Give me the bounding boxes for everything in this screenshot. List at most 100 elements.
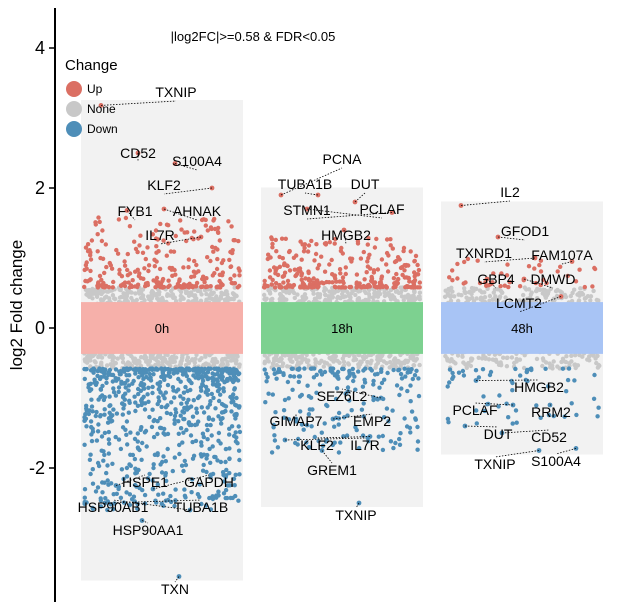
point-down: [391, 367, 396, 373]
point-down: [89, 404, 95, 409]
point-none: [180, 353, 185, 358]
point-up: [370, 279, 375, 284]
band-48h: [441, 302, 603, 354]
point-down: [203, 371, 208, 376]
point-up: [417, 285, 422, 290]
point-down: [231, 392, 236, 397]
gene-label-hsp90ab1: HSP90AB1: [78, 499, 149, 515]
point-down: [221, 403, 227, 408]
point-down: [111, 492, 116, 497]
point-down: [151, 434, 157, 440]
point-none: [498, 362, 504, 367]
point-none: [411, 297, 416, 303]
point-down: [403, 374, 408, 379]
point-none: [192, 360, 197, 365]
point-down: [480, 367, 486, 372]
point-down: [140, 487, 145, 493]
point-down: [158, 416, 163, 421]
point-down: [133, 400, 138, 405]
point-up: [340, 275, 346, 280]
point-down: [151, 462, 156, 467]
gene-label-klf2: KLF2: [300, 437, 334, 453]
point-up: [127, 224, 133, 229]
point-down: [218, 459, 224, 465]
point-none: [456, 292, 461, 297]
point-down: [263, 371, 269, 376]
point-up: [272, 285, 278, 290]
point-up: [341, 280, 346, 286]
point-down: [208, 399, 213, 404]
point-down: [201, 462, 206, 468]
point-down: [181, 430, 186, 435]
point-up: [394, 258, 399, 264]
point-down: [127, 492, 133, 497]
point-down: [208, 473, 213, 478]
point-none: [262, 292, 267, 298]
point-down: [202, 366, 207, 372]
point-up: [93, 220, 98, 225]
point-down: [534, 403, 539, 408]
point-up: [465, 256, 471, 262]
point-down: [382, 377, 387, 382]
point-down: [224, 467, 229, 473]
point-down: [157, 384, 162, 389]
point-up: [491, 271, 496, 276]
point-up: [450, 278, 455, 283]
point-none: [224, 292, 230, 298]
point-none: [414, 356, 419, 362]
point-none: [186, 361, 191, 366]
point-up: [329, 257, 334, 263]
point-down: [263, 400, 268, 405]
band-label-18h: 18h: [331, 321, 353, 336]
band-18h: [261, 302, 423, 354]
point-none: [364, 354, 369, 359]
gene-label-tuba1b: TUBA1B: [278, 176, 332, 192]
gene-label-s100a4: S100A4: [531, 453, 581, 469]
point-up: [194, 262, 199, 268]
point-down: [595, 414, 600, 419]
point-up: [277, 264, 283, 269]
point-up: [415, 262, 420, 268]
point-none: [355, 298, 360, 304]
point-down: [107, 394, 112, 399]
point-none: [280, 294, 285, 300]
point-down: [377, 385, 382, 390]
point-down: [86, 411, 92, 417]
point-none: [157, 289, 162, 295]
gene-leader-line: [354, 192, 366, 203]
point-none: [329, 357, 334, 362]
point-down: [135, 431, 140, 436]
point-none: [282, 353, 288, 358]
point-down: [126, 388, 131, 393]
point-down: [101, 458, 106, 463]
point-down: [231, 399, 236, 404]
point-none: [169, 354, 175, 360]
point-none: [142, 353, 148, 358]
point-none: [393, 362, 398, 367]
point-none: [356, 362, 361, 367]
point-down: [97, 376, 103, 382]
legend: Change Up None Down: [65, 57, 118, 137]
point-down: [450, 370, 455, 376]
point-up: [316, 262, 322, 268]
point-up: [502, 283, 507, 288]
point-down: [269, 450, 275, 455]
point-down: [82, 487, 88, 492]
point-down: [150, 407, 155, 412]
point-none: [345, 289, 350, 295]
point-none: [317, 295, 322, 300]
point-none: [198, 298, 204, 303]
point-down: [223, 495, 228, 501]
point-down: [176, 431, 181, 436]
point-down: [510, 388, 515, 393]
point-down: [543, 366, 548, 371]
point-up: [544, 280, 549, 286]
gene-label-grem1: GREM1: [307, 462, 357, 478]
point-down: [305, 383, 310, 388]
point-up: [205, 255, 210, 260]
point-down: [121, 406, 126, 411]
point-up: [178, 218, 183, 223]
point-none: [362, 288, 367, 294]
point-none: [98, 362, 104, 367]
point-down: [301, 427, 306, 432]
